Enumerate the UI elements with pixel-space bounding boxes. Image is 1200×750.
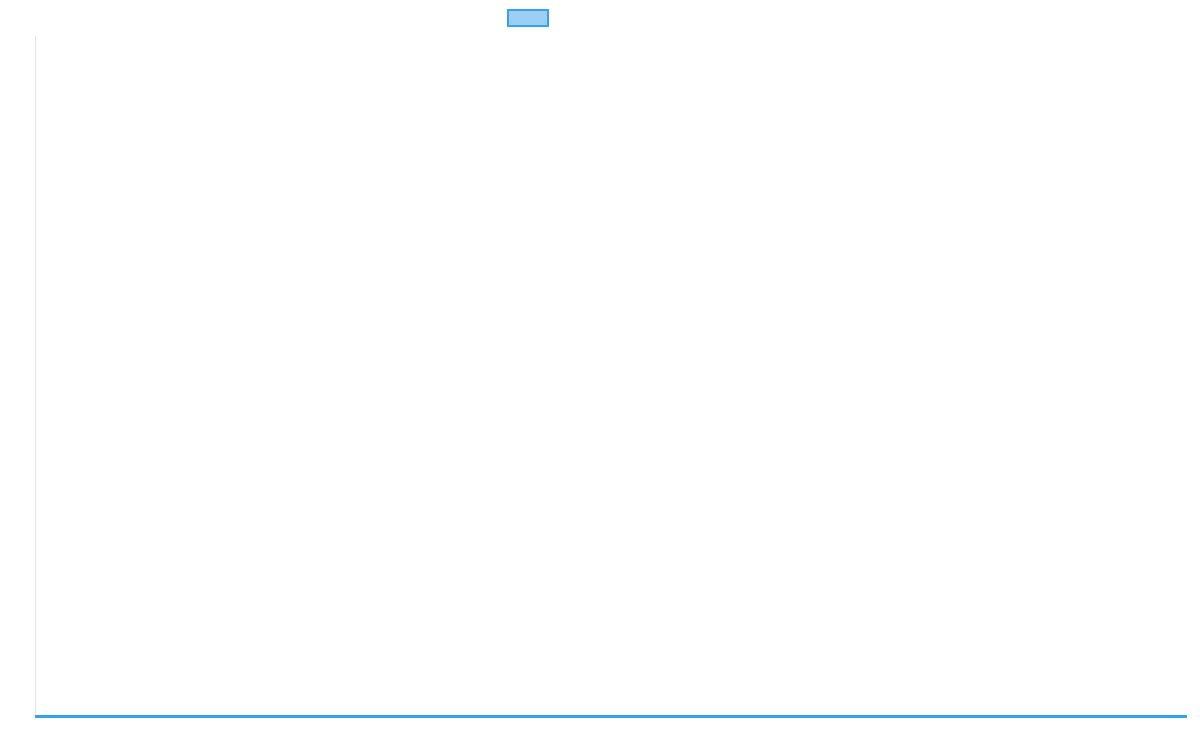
legend-swatch[interactable] <box>507 9 549 27</box>
